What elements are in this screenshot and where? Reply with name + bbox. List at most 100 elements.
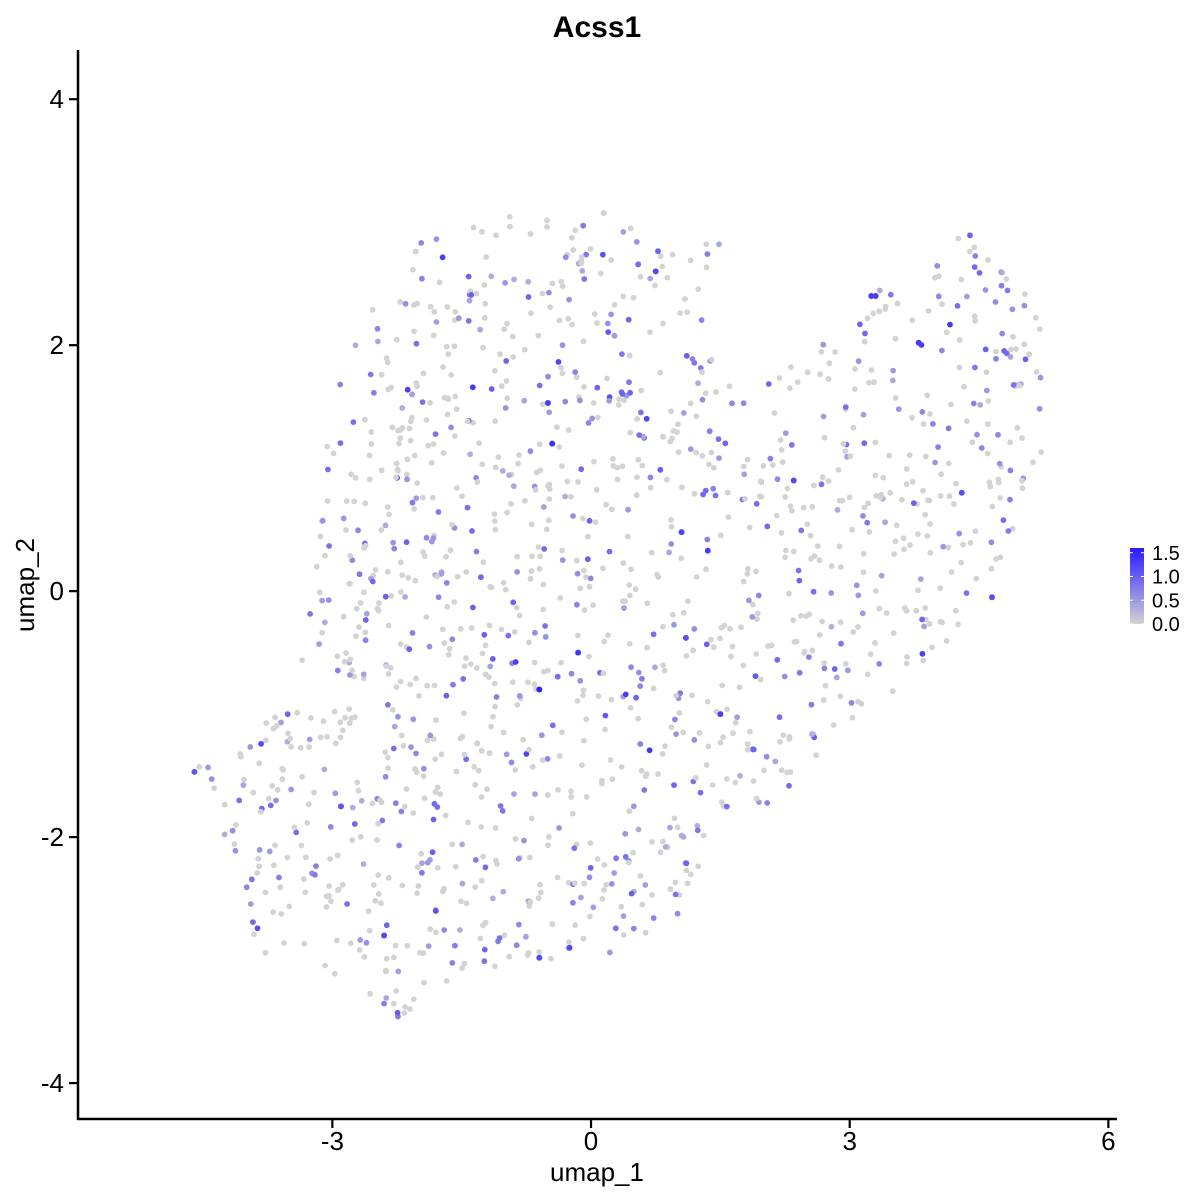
scatter-point: [806, 654, 812, 660]
scatter-point: [992, 299, 999, 305]
scatter-point: [403, 786, 410, 792]
scatter-point: [842, 404, 849, 410]
scatter-point: [700, 491, 706, 498]
scatter-point: [715, 436, 722, 442]
scatter-point: [367, 371, 374, 378]
scatter-point: [963, 590, 970, 596]
scatter-point: [614, 464, 621, 471]
scatter-point: [862, 330, 868, 337]
scatter-point: [426, 643, 433, 650]
scatter-point: [744, 746, 751, 753]
scatter-point: [474, 479, 481, 485]
scatter-point: [971, 244, 978, 251]
scatter-point: [982, 287, 989, 293]
scatter-point: [729, 643, 736, 650]
scatter-point: [545, 842, 551, 849]
scatter-point: [397, 299, 403, 305]
scatter-point: [414, 890, 420, 897]
legend-tick-label: 0.5: [1152, 590, 1180, 612]
scatter-point: [423, 417, 430, 423]
scatter-point: [421, 795, 428, 802]
scatter-point-high: [575, 649, 582, 656]
scatter-point: [453, 768, 460, 775]
scatter-point: [241, 776, 247, 783]
scatter-point: [492, 418, 499, 425]
scatter-point: [708, 449, 715, 456]
scatter-point: [718, 799, 725, 806]
scatter-point: [864, 315, 871, 322]
scatter-point: [311, 789, 317, 796]
scatter-point: [870, 310, 877, 317]
scatter-point: [501, 932, 508, 939]
scatter-point: [347, 940, 354, 947]
scatter-point: [511, 276, 517, 283]
scatter-point: [539, 757, 546, 763]
scatter-point: [764, 523, 771, 530]
scatter-point: [672, 716, 678, 723]
scatter-point: [983, 387, 990, 394]
scatter-point: [578, 466, 585, 473]
scatter-point: [298, 842, 305, 849]
scatter-point: [303, 854, 309, 861]
scatter-point: [635, 456, 642, 463]
scatter-point: [410, 810, 417, 816]
scatter-point: [811, 553, 818, 559]
scatter-point: [790, 617, 796, 624]
scatter-point: [427, 399, 433, 406]
scatter-point: [999, 269, 1005, 276]
scatter-point: [711, 464, 717, 471]
scatter-point: [757, 478, 764, 484]
scatter-point: [344, 901, 350, 907]
scatter-point: [374, 837, 380, 843]
scatter-point: [967, 540, 974, 546]
scatter-point: [281, 940, 287, 946]
scatter-point: [347, 552, 354, 559]
scatter-point: [431, 309, 438, 315]
scatter-point: [798, 612, 804, 619]
scatter-point: [937, 585, 944, 592]
scatter-point: [347, 656, 354, 663]
scatter-point: [383, 355, 390, 362]
scatter-point: [642, 882, 649, 888]
scatter-point: [350, 419, 357, 425]
scatter-point: [825, 478, 832, 484]
scatter-point: [452, 863, 459, 870]
scatter-point: [772, 758, 779, 765]
scatter-point: [630, 294, 637, 301]
scatter-point: [450, 681, 456, 688]
scatter-point: [407, 418, 414, 425]
scatter-point: [572, 922, 579, 929]
scatter-point: [472, 884, 479, 890]
scatter-point: [542, 623, 548, 629]
scatter-point: [208, 776, 215, 782]
scatter-point: [810, 588, 817, 595]
scatter-point: [353, 605, 360, 612]
scatter-point: [913, 607, 920, 614]
scatter-point: [730, 730, 736, 737]
scatter-point-high: [790, 477, 797, 484]
scatter-point: [787, 503, 794, 509]
scatter-point: [778, 447, 785, 453]
scatter-point: [798, 527, 805, 534]
scatter-point: [993, 348, 999, 355]
scatter-point: [511, 629, 518, 635]
scatter-point: [388, 593, 395, 599]
scatter-point: [273, 797, 279, 804]
scatter-point: [887, 291, 894, 298]
scatter-point: [919, 650, 926, 657]
scatter-point: [861, 504, 868, 511]
scatter-point: [696, 730, 703, 736]
scatter-point: [601, 887, 607, 893]
scatter-point: [782, 494, 789, 500]
scatter-point: [830, 722, 837, 728]
scatter-point: [966, 248, 973, 255]
scatter-point: [708, 356, 715, 363]
scatter-point: [887, 489, 894, 496]
scatter-point: [847, 453, 854, 459]
scatter-point: [532, 629, 538, 636]
scatter-point: [451, 343, 458, 350]
scatter-point: [547, 304, 553, 311]
scatter-point: [915, 587, 921, 594]
scatter-point: [605, 632, 611, 639]
scatter-point: [568, 493, 574, 500]
